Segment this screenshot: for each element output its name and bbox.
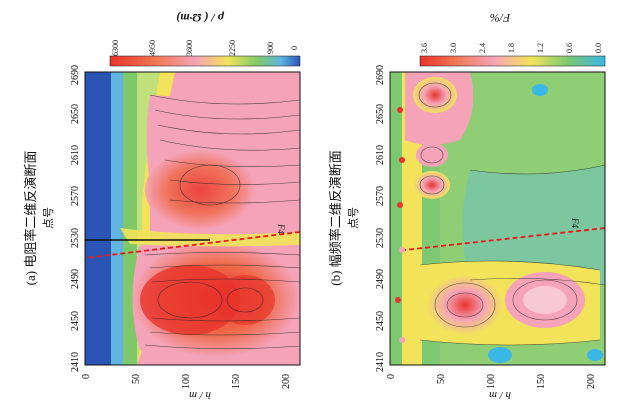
svg-text:50: 50 (436, 374, 447, 384)
panel-a-fault-line (84, 231, 301, 259)
svg-text:4950: 4950 (148, 40, 157, 56)
svg-text:2530: 2530 (70, 228, 81, 248)
panel-b-y-ticks: 0 50 100 150 200 (386, 374, 597, 389)
panel-a-x-axis-label: 点号 (42, 207, 55, 229)
svg-text:2690: 2690 (375, 65, 386, 85)
panel-a-y-axis-label: h / m (189, 389, 211, 401)
svg-text:100: 100 (181, 374, 192, 389)
svg-text:50: 50 (131, 374, 142, 384)
svg-text:3600: 3600 (185, 40, 194, 56)
svg-text:0.0: 0.0 (594, 43, 603, 53)
panel-b-fault-label: F4 (570, 217, 580, 228)
svg-text:2570: 2570 (375, 186, 386, 206)
panel-b-colorbar (419, 55, 606, 67)
panel-b-colorbar-label: F/% (490, 11, 512, 25)
svg-text:0.6: 0.6 (565, 43, 574, 53)
svg-text:2650: 2650 (70, 104, 81, 124)
svg-text:2650: 2650 (375, 104, 386, 124)
panel-b-y-axis-label: h / m (489, 389, 511, 401)
svg-text:0: 0 (81, 374, 92, 379)
panel-b: F4 2410 2450 2490 2530 2570 2610 2650 26… (328, 11, 606, 401)
panel-b-title: (b) 幅频率二维反演断面 (328, 150, 343, 285)
svg-text:3.6: 3.6 (420, 43, 429, 53)
svg-text:2570: 2570 (70, 186, 81, 206)
svg-text:1.2: 1.2 (536, 43, 545, 53)
svg-text:150: 150 (536, 374, 547, 389)
svg-text:2610: 2610 (70, 145, 81, 165)
panel-b-surface-spots (395, 107, 405, 343)
svg-text:2690: 2690 (70, 65, 81, 85)
panel-b-colorbar-ticks: 3.6 3.0 2.4 1.8 1.2 0.6 0.0 (420, 43, 603, 53)
svg-text:900: 900 (266, 42, 275, 54)
svg-text:100: 100 (486, 374, 497, 389)
svg-text:200: 200 (586, 374, 597, 389)
panel-b-x-axis-label: 点号 (347, 207, 360, 229)
svg-text:2490: 2490 (375, 269, 386, 289)
svg-text:2.4: 2.4 (478, 43, 487, 53)
svg-text:0: 0 (386, 374, 397, 379)
svg-text:2410: 2410 (375, 352, 386, 372)
svg-text:2410: 2410 (70, 352, 81, 372)
panel-a-title: (a) 电阻率二维反演断面 (23, 151, 38, 286)
svg-text:150: 150 (231, 374, 242, 389)
panel-b-fault-line (404, 227, 606, 251)
panel-a-colorbar-label: ρ / ( Ω·m) (176, 11, 225, 25)
svg-text:2250: 2250 (228, 40, 237, 56)
panel-a-colorbar (109, 55, 301, 67)
panel-a-fault-label: F4 (276, 223, 286, 234)
panel-a-y-ticks: 0 50 100 150 200 (81, 374, 292, 389)
svg-text:1.8: 1.8 (507, 43, 516, 53)
panel-b-frame (389, 71, 606, 366)
svg-text:2490: 2490 (70, 269, 81, 289)
panel-a-frame (84, 71, 301, 366)
svg-text:2450: 2450 (375, 311, 386, 331)
svg-text:2530: 2530 (375, 228, 386, 248)
panel-a-x-ticks: 2410 2450 2490 2530 2570 2610 2650 2690 (70, 65, 81, 372)
svg-text:2610: 2610 (375, 145, 386, 165)
svg-text:3.0: 3.0 (449, 43, 458, 53)
svg-text:0: 0 (290, 46, 299, 50)
svg-text:6300: 6300 (111, 40, 120, 56)
panel-b-x-ticks: 2410 2450 2490 2530 2570 2610 2650 2690 (375, 65, 386, 372)
svg-text:200: 200 (281, 374, 292, 389)
svg-text:2450: 2450 (70, 311, 81, 331)
panel-a-colorbar-ticks: 6300 4950 3600 2250 900 0 (111, 40, 299, 56)
panel-a: F4 2410 2450 2490 2530 2570 2610 2650 26… (23, 11, 301, 401)
